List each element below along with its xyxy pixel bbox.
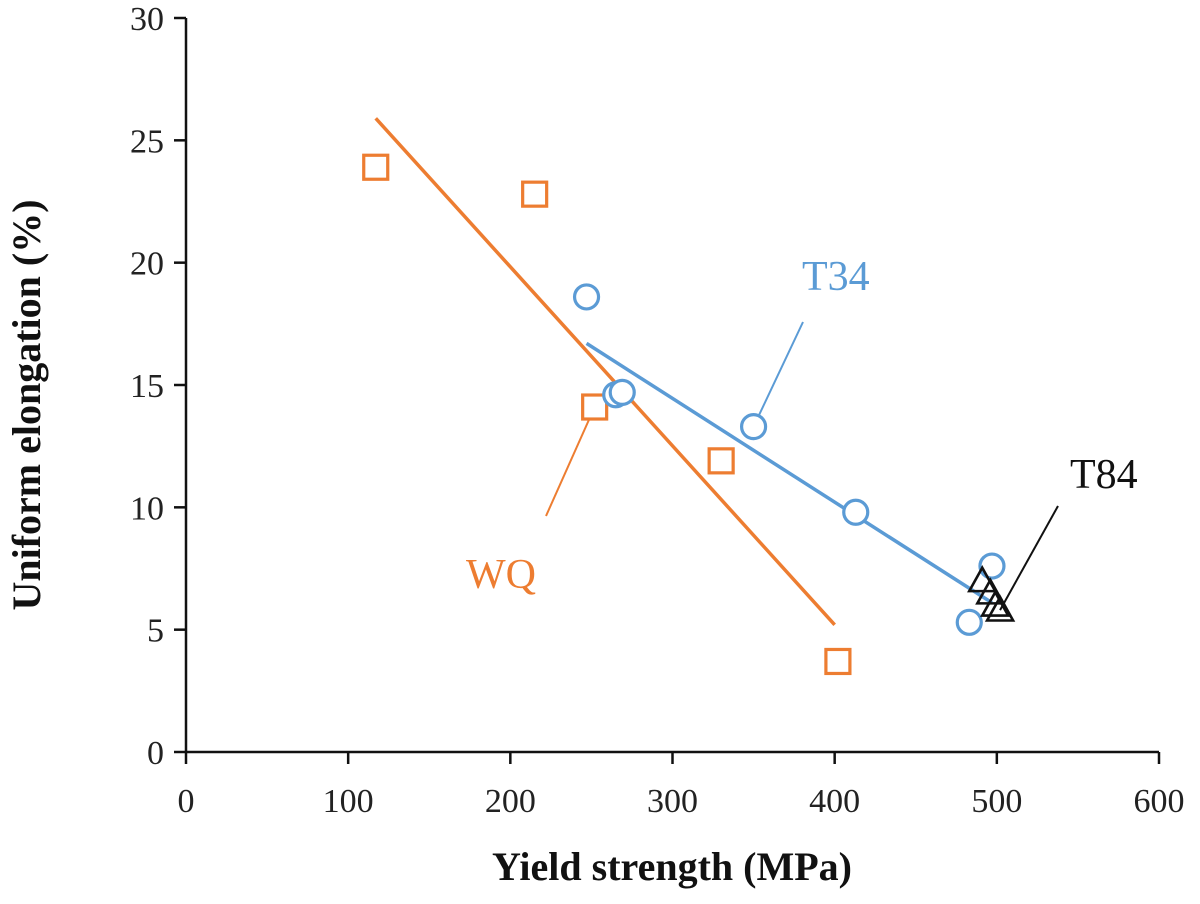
data-point-t84 bbox=[980, 589, 1011, 617]
annotation-leader-lines bbox=[545, 321, 1059, 611]
data-point-t34 bbox=[955, 608, 983, 636]
data-point-t34 bbox=[842, 498, 870, 526]
trendlines bbox=[374, 117, 993, 626]
data-point-t84 bbox=[967, 565, 998, 593]
y-tick-label: 0 bbox=[147, 735, 164, 772]
y-tick-label: 20 bbox=[130, 246, 164, 283]
x-tick-label: 100 bbox=[323, 783, 374, 820]
series-label-t34: T34 bbox=[802, 254, 870, 300]
x-tick-label: 200 bbox=[485, 783, 536, 820]
series-label-t84: T84 bbox=[1070, 452, 1138, 498]
data-point-t34 bbox=[572, 283, 601, 311]
x-tick-label: 300 bbox=[647, 783, 698, 820]
data-point-wq bbox=[581, 393, 609, 421]
trendline-t34 bbox=[585, 341, 993, 605]
data-point-t84 bbox=[984, 594, 1016, 622]
x-tick-label: 600 bbox=[1134, 783, 1185, 820]
data-markers bbox=[362, 153, 1016, 676]
y-tick-label: 25 bbox=[130, 123, 164, 160]
leader-line-t84 bbox=[999, 505, 1059, 611]
data-point-wq bbox=[521, 180, 549, 208]
y-axis: 0 5 10 15 20 25 30 bbox=[130, 1, 188, 772]
y-tick-label: 30 bbox=[130, 1, 164, 38]
x-tick-label: 500 bbox=[971, 783, 1022, 820]
trendline-wq bbox=[374, 117, 836, 626]
data-point-wq bbox=[707, 447, 735, 475]
data-point-t34 bbox=[608, 378, 636, 406]
y-tick-label: 15 bbox=[130, 368, 164, 405]
y-tick-label: 10 bbox=[130, 490, 164, 527]
x-axis-title: Yield strength (MPa) bbox=[492, 844, 852, 889]
y-axis-title: Uniform elongation (%) bbox=[4, 199, 49, 610]
y-tick-label: 5 bbox=[147, 613, 164, 650]
leader-line-wq bbox=[545, 406, 596, 517]
x-axis: 0 100 200 300 400 500 600 bbox=[178, 750, 1185, 820]
series-label-wq: WQ bbox=[466, 552, 536, 598]
x-tick-label: 0 bbox=[178, 783, 195, 820]
data-point-wq bbox=[824, 647, 852, 676]
data-point-wq bbox=[362, 153, 390, 181]
data-point-t34 bbox=[739, 412, 768, 441]
leader-line-t34 bbox=[752, 321, 804, 428]
x-tick-label: 400 bbox=[809, 783, 860, 820]
plot-area: 0 5 10 15 20 25 30 0 100 200 300 400 500 600 bbox=[130, 1, 1185, 820]
data-point-t34 bbox=[978, 552, 1006, 580]
